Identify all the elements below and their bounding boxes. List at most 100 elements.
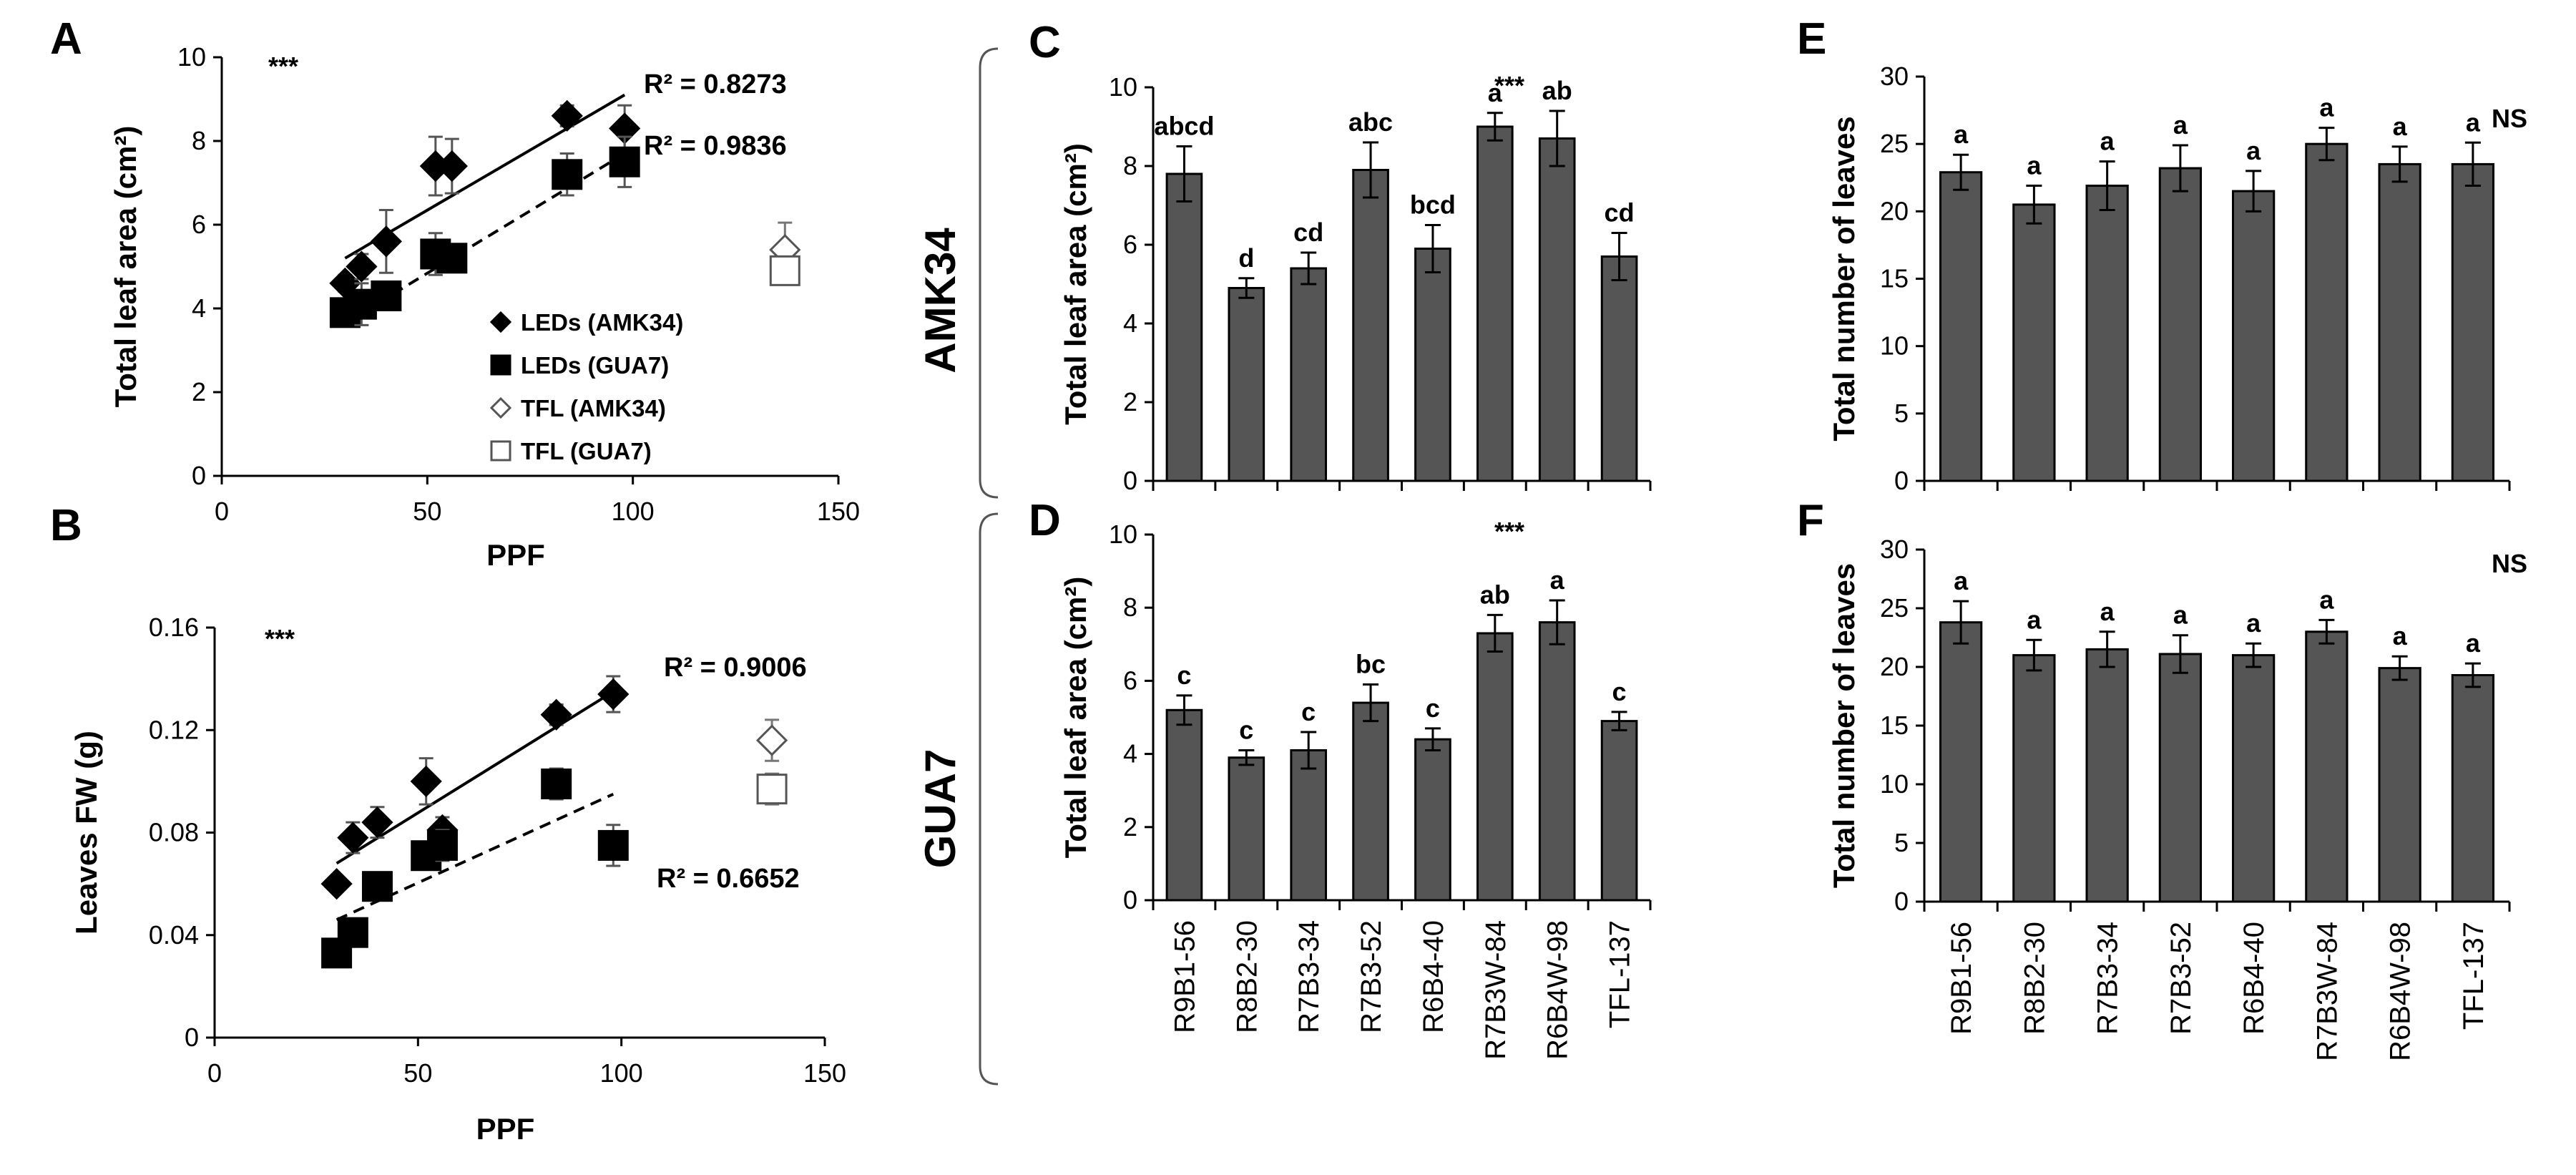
category-label: R8B2-30 bbox=[1231, 920, 1263, 1033]
significance-letter: a bbox=[2027, 605, 2042, 634]
y-tick-label: 6 bbox=[192, 210, 206, 239]
significance-letter: a bbox=[2100, 127, 2115, 156]
significance-letter: d bbox=[1238, 243, 1254, 273]
panel-letter: E bbox=[1797, 14, 1826, 64]
bar bbox=[2012, 654, 2056, 903]
bar bbox=[1600, 720, 1638, 902]
x-tick-label: 150 bbox=[817, 497, 860, 526]
y-tick-label: 8 bbox=[1123, 593, 1137, 622]
y-tick-label: 0.16 bbox=[149, 613, 199, 642]
significance-letter: a bbox=[2027, 151, 2042, 180]
significance-letter: a bbox=[2173, 110, 2188, 140]
category-label: TFL-137 bbox=[2458, 922, 2489, 1030]
significance-letter: c bbox=[1301, 697, 1316, 726]
data-point-square bbox=[337, 917, 368, 948]
significance-letter: c bbox=[1177, 660, 1191, 690]
trendline-dashed bbox=[336, 792, 614, 922]
panel-d-bar-chart: D 0 2 4 6 8 10 Total leaf area (cm²) *** c R9B1-56… bbox=[1029, 496, 1652, 1060]
r-squared-label: R² = 0.9006 bbox=[664, 653, 807, 683]
y-tick-label: 30 bbox=[1880, 535, 1909, 564]
significance-letter: a bbox=[2246, 136, 2261, 165]
y-axis-title: Total leaf area (cm²) bbox=[1059, 143, 1092, 425]
data-point-diamond bbox=[320, 868, 353, 900]
data-point-diamond bbox=[551, 99, 583, 132]
y-tick-label: 2 bbox=[1123, 812, 1137, 842]
y-tick-label: 25 bbox=[1880, 129, 1909, 158]
bar bbox=[1476, 125, 1514, 482]
panel-letter: B bbox=[50, 501, 82, 550]
category-label: TFL-137 bbox=[1605, 920, 1636, 1028]
y-tick-label: 5 bbox=[1894, 828, 1909, 857]
legend-open-square-icon bbox=[490, 440, 511, 462]
y-tick-label: 4 bbox=[1123, 308, 1137, 338]
data-point-diamond bbox=[361, 806, 393, 839]
data-point-diamond bbox=[410, 765, 442, 797]
y-tick-label: 30 bbox=[1880, 62, 1909, 91]
bar bbox=[2158, 167, 2203, 482]
y-tick-label: 10 bbox=[1880, 331, 1909, 361]
significance-letter: bcd bbox=[1410, 190, 1456, 220]
y-tick-label: 8 bbox=[1123, 151, 1137, 180]
y-tick-label: 20 bbox=[1880, 196, 1909, 225]
bar bbox=[1476, 632, 1514, 902]
data-point-square bbox=[597, 829, 629, 861]
data-point-square bbox=[541, 768, 572, 799]
y-axis-title: Total number of leaves bbox=[1827, 116, 1861, 441]
x-tick-label: 100 bbox=[612, 497, 655, 526]
y-tick-label: 4 bbox=[1123, 739, 1137, 769]
x-axis-title: PPF bbox=[486, 538, 545, 572]
significance-letter: c bbox=[1612, 677, 1627, 706]
bar bbox=[1414, 248, 1451, 482]
legend-item: TFL (GUA7) bbox=[490, 438, 652, 464]
y-tick-label: 2 bbox=[192, 377, 206, 406]
significance-letter: abc bbox=[1348, 107, 1393, 137]
panel-f-bar-chart: F 0 5 10 15 20 25 30 Total number of leaves NS a R9… bbox=[1797, 496, 2527, 1061]
y-tick-label: 5 bbox=[1894, 399, 1909, 428]
category-label: R6B4-40 bbox=[1418, 920, 1449, 1033]
significance-label: NS bbox=[2492, 549, 2527, 578]
bar bbox=[1290, 749, 1328, 902]
significance-letter: a bbox=[1954, 566, 1969, 595]
x-tick-label: 50 bbox=[403, 1058, 432, 1088]
row-labels-layer: AMK34 GUA7 bbox=[916, 47, 999, 1086]
legend-diamond-icon bbox=[489, 311, 512, 333]
data-point-diamond bbox=[540, 698, 572, 731]
bar bbox=[2012, 203, 2056, 482]
significance-letter: a bbox=[2319, 585, 2334, 614]
bar bbox=[1939, 621, 1983, 903]
data-point-diamond bbox=[436, 150, 468, 182]
category-label: R9B1-56 bbox=[1946, 922, 1977, 1035]
panel-letter: D bbox=[1029, 496, 1061, 545]
data-point-open-diamond bbox=[755, 724, 788, 756]
y-tick-label: 0 bbox=[1123, 885, 1137, 915]
panel-letter: C bbox=[1029, 18, 1061, 67]
x-tick-label: 100 bbox=[600, 1058, 643, 1088]
y-tick-label: 4 bbox=[192, 293, 206, 323]
panel-a-scatter-chart: A 0 2 4 6 8 10 Total leaf area (cm²) 0 50 100 150 PP… bbox=[50, 14, 860, 572]
legend-label: LEDs (AMK34) bbox=[521, 309, 683, 336]
category-label: R7B3W-84 bbox=[2311, 922, 2343, 1061]
category-label: R7B3-34 bbox=[2092, 922, 2124, 1035]
bar bbox=[1414, 738, 1451, 902]
data-point-square bbox=[552, 159, 583, 190]
x-tick-label: 150 bbox=[803, 1058, 846, 1088]
significance-letter: a bbox=[2393, 621, 2408, 650]
category-label: R7B3-34 bbox=[1293, 920, 1325, 1033]
significance-letter: a bbox=[2466, 107, 2481, 137]
significance-letter: a bbox=[2100, 597, 2115, 626]
significance-label: *** bbox=[1494, 71, 1524, 100]
y-tick-label: 0.04 bbox=[149, 920, 199, 950]
data-point-square bbox=[371, 280, 402, 311]
data-point-diamond bbox=[597, 678, 630, 711]
category-label: R6B4-40 bbox=[2238, 922, 2270, 1035]
category-label: R8B2-30 bbox=[2019, 922, 2050, 1035]
bar bbox=[1352, 701, 1389, 902]
significance-letter: a bbox=[1488, 78, 1503, 107]
significance-letter: cd bbox=[1293, 218, 1323, 247]
bar bbox=[2085, 185, 2129, 482]
legend-label: LEDs (GUA7) bbox=[521, 352, 669, 379]
y-tick-label: 10 bbox=[1109, 72, 1137, 102]
x-tick-label: 0 bbox=[207, 1058, 222, 1088]
y-axis-title: Total leaf area (cm²) bbox=[1059, 577, 1092, 859]
